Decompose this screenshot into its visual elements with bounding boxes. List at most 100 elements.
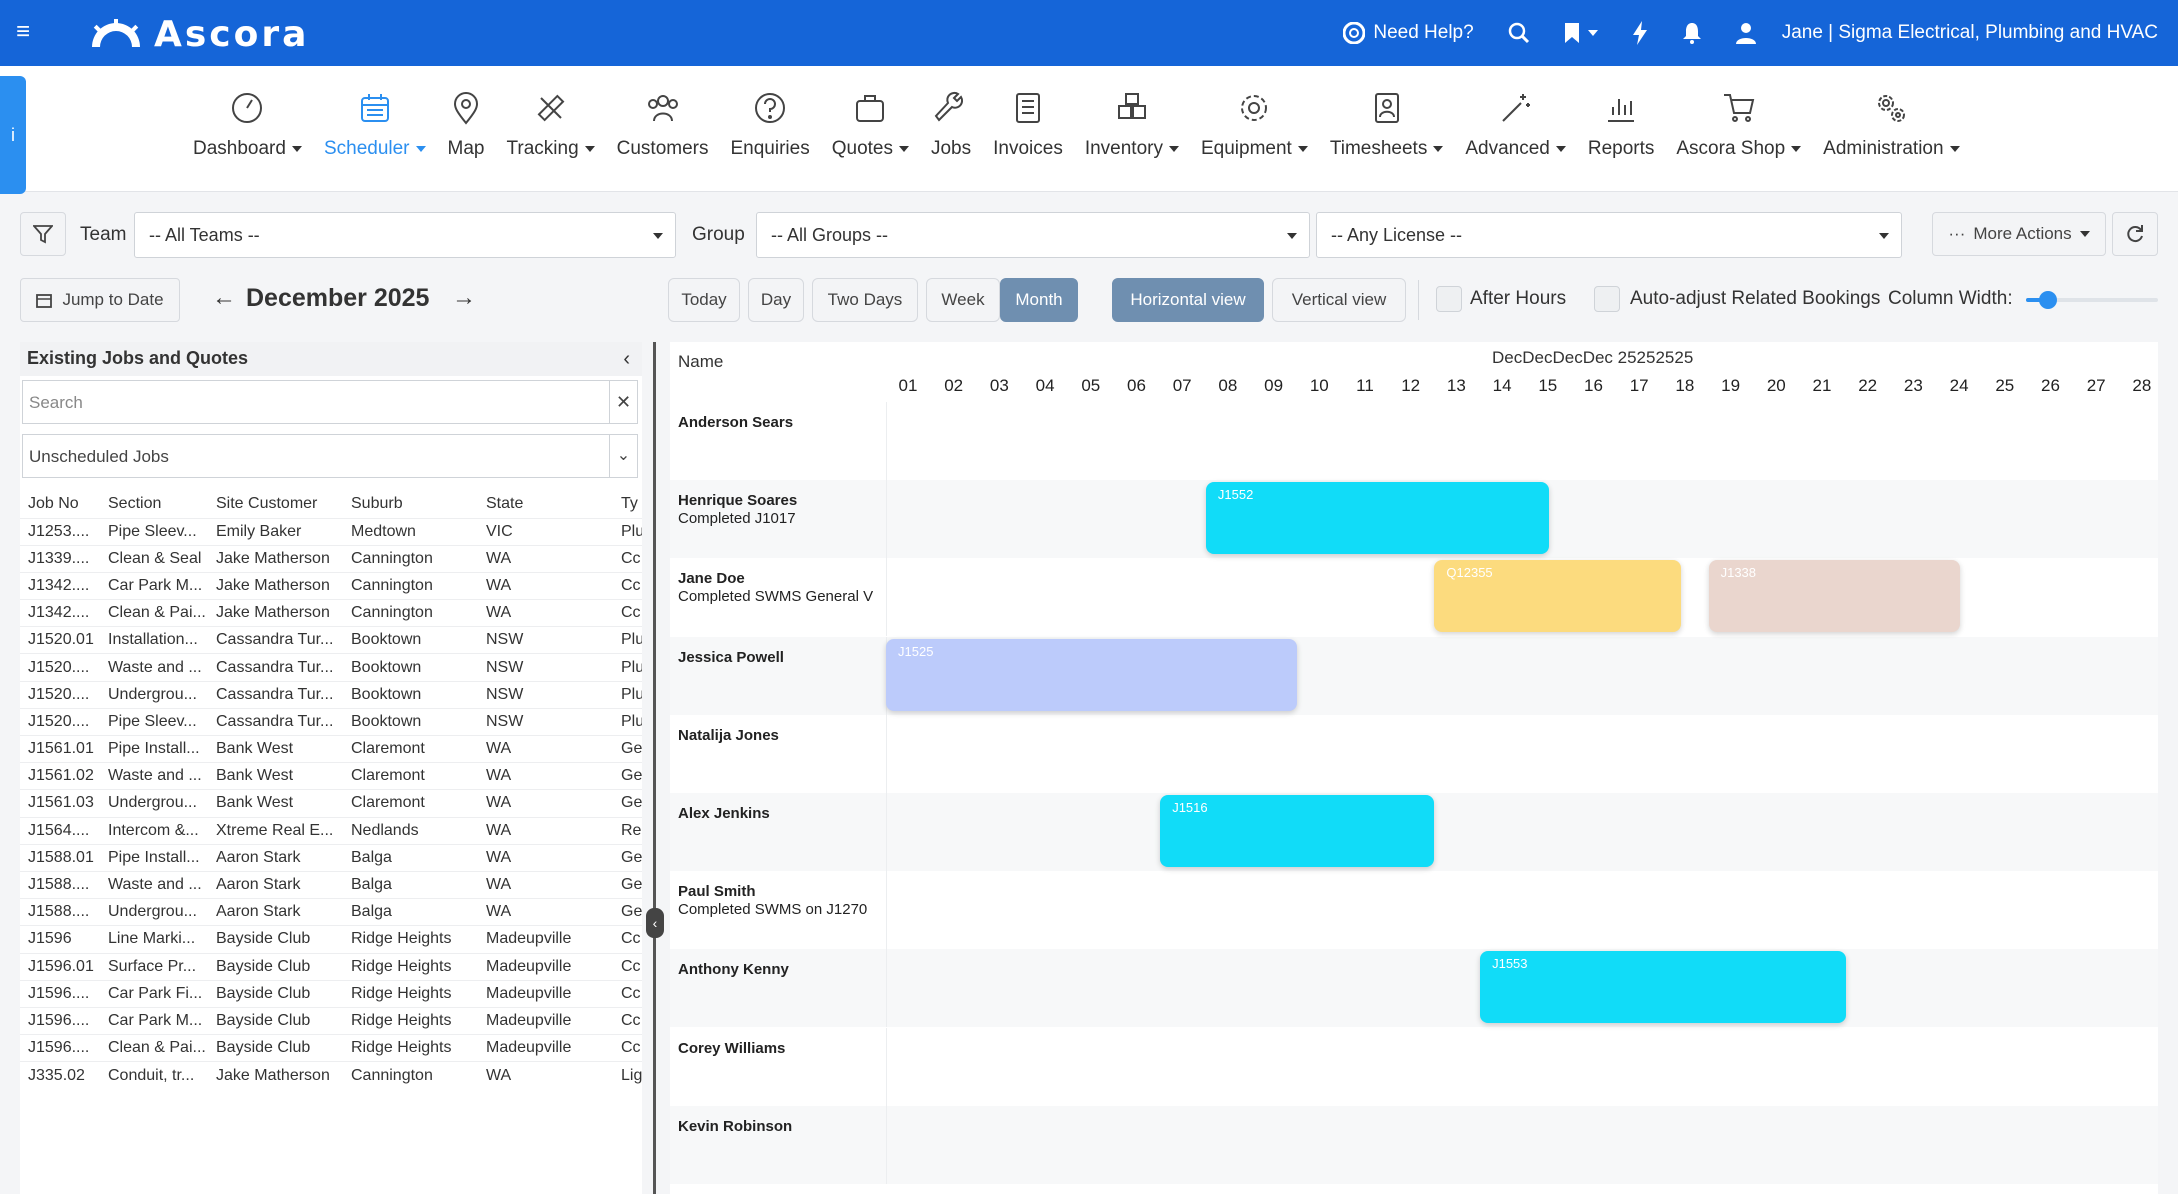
- menu-administration[interactable]: Administration: [1812, 90, 1970, 160]
- menu-map[interactable]: Map: [437, 90, 496, 160]
- menu-quotes[interactable]: Quotes: [821, 90, 920, 160]
- staff-row[interactable]: Paul Smith Completed SWMS on J1270: [670, 871, 2158, 950]
- booking-bar[interactable]: J1525: [886, 638, 1298, 711]
- column-header[interactable]: Section: [108, 494, 162, 512]
- column-width-slider[interactable]: [2026, 291, 2158, 309]
- more-actions-button[interactable]: ··· More Actions: [1932, 212, 2106, 256]
- jobs-filter-select[interactable]: Unscheduled Jobs ⌄: [22, 434, 638, 478]
- staff-row[interactable]: Kevin Robinson: [670, 1105, 2158, 1184]
- menu-reports[interactable]: Reports: [1577, 90, 1666, 160]
- menu-enquiries[interactable]: Enquiries: [720, 90, 821, 160]
- column-header[interactable]: Site Customer: [216, 494, 318, 512]
- table-row[interactable]: J1588.01 Pipe Install... Aaron Stark Balga W…: [20, 843, 642, 872]
- table-row[interactable]: J1342.... Clean & Pai... Jake Matherson Can…: [20, 599, 642, 627]
- menu-scheduler[interactable]: Scheduler: [313, 90, 437, 160]
- boxes-icon: [1114, 90, 1150, 126]
- menu-dashboard[interactable]: Dashboard: [182, 90, 313, 160]
- staff-row[interactable]: Natalija Jones: [670, 714, 2158, 793]
- table-cell: Line Marki...: [100, 925, 208, 953]
- filter-button[interactable]: [20, 212, 66, 256]
- horizontal-view-button[interactable]: Horizontal view: [1112, 278, 1264, 322]
- column-header[interactable]: Suburb: [351, 494, 403, 512]
- table-row[interactable]: J1564.... Intercom &... Xtreme Real E... Ne…: [20, 816, 642, 845]
- booking-bar[interactable]: J1553: [1480, 951, 1846, 1024]
- dashboard-icon: [229, 90, 265, 126]
- table-row[interactable]: J1339.... Clean & Seal Jake Matherson Canni…: [20, 544, 642, 573]
- menu-ascora-shop[interactable]: Ascora Shop: [1665, 90, 1812, 160]
- table-row[interactable]: J1596.01 Surface Pr... Bayside Club Ridge H…: [20, 952, 642, 981]
- table-row[interactable]: J1561.02 Waste and ... Bank West Claremont W…: [20, 762, 642, 790]
- table-row[interactable]: J1588.... Undergrou... Aaron Stark Balga WA G…: [20, 898, 642, 926]
- table-row[interactable]: J335.02 Conduit, tr... Jake Matherson Canni…: [20, 1061, 642, 1089]
- group-select[interactable]: -- All Groups --: [756, 212, 1310, 258]
- menu-advanced[interactable]: Advanced: [1454, 90, 1577, 160]
- splitter-chevron-icon[interactable]: ‹: [646, 908, 664, 938]
- table-cell: Ge: [613, 789, 642, 818]
- table-row[interactable]: J1596.... Clean & Pai... Bayside Club Ridge…: [20, 1034, 642, 1062]
- clear-search-icon[interactable]: ✕: [609, 381, 637, 423]
- auto-adjust-checkbox[interactable]: [1594, 286, 1620, 312]
- menu-tracking[interactable]: Tracking: [495, 90, 605, 160]
- staff-row[interactable]: Corey Williams: [670, 1027, 2158, 1106]
- license-select[interactable]: -- Any License --: [1316, 212, 1902, 258]
- info-side-tab[interactable]: i: [0, 76, 26, 194]
- table-row[interactable]: J1342.... Car Park M... Jake Matherson Cann…: [20, 571, 642, 600]
- jobs-search-input[interactable]: Search ✕: [22, 380, 638, 424]
- table-row[interactable]: J1253.... Pipe Sleev... Emily Baker Medtown…: [20, 517, 642, 546]
- collapse-panel-icon[interactable]: ‹: [623, 348, 630, 370]
- next-month-arrow-icon[interactable]: →: [452, 284, 476, 311]
- booking-bar[interactable]: Q12355: [1434, 560, 1682, 633]
- menu-invoices[interactable]: Invoices: [982, 90, 1074, 160]
- menu-customers[interactable]: Customers: [606, 90, 720, 160]
- month-view-button[interactable]: Month: [1000, 278, 1078, 322]
- table-row[interactable]: J1588.... Waste and ... Aaron Stark Balga WA…: [20, 870, 642, 899]
- table-cell: Car Park M...: [100, 571, 208, 600]
- after-hours-checkbox[interactable]: [1436, 286, 1462, 312]
- menu-timesheets[interactable]: Timesheets: [1319, 90, 1455, 160]
- need-help-link[interactable]: Need Help?: [1343, 22, 1474, 44]
- user-menu[interactable]: Jane | Sigma Electrical, Plumbing and HV…: [1735, 22, 2158, 44]
- quick-actions-button[interactable]: [1632, 21, 1648, 45]
- table-row[interactable]: J1520.... Pipe Sleev... Cassandra Tur... Bo…: [20, 707, 642, 736]
- panel-splitter[interactable]: [653, 342, 656, 1194]
- two-days-view-button[interactable]: Two Days: [812, 278, 918, 322]
- bookmark-icon: [1564, 23, 1579, 43]
- team-select[interactable]: -- All Teams --: [134, 212, 676, 258]
- table-row[interactable]: J1561.03 Undergrou... Bank West Claremont WA…: [20, 789, 642, 818]
- table-row[interactable]: J1596 Line Marki... Bayside Club Ridge Heig…: [20, 925, 642, 953]
- day-view-button[interactable]: Day: [748, 278, 804, 322]
- column-header[interactable]: Job No: [28, 494, 79, 512]
- booking-bar[interactable]: J1552: [1205, 482, 1549, 555]
- jump-to-date-button[interactable]: Jump to Date: [20, 278, 180, 322]
- refresh-button[interactable]: [2112, 212, 2158, 256]
- search-button[interactable]: [1508, 22, 1530, 44]
- chevron-down-icon: [653, 233, 663, 239]
- ascora-logo[interactable]: Ascora: [88, 14, 309, 55]
- day-header: 15: [1538, 376, 1558, 395]
- menu-jobs[interactable]: Jobs: [920, 90, 982, 160]
- booking-bar[interactable]: J1338: [1708, 560, 1960, 633]
- menu-equipment[interactable]: Equipment: [1190, 90, 1319, 160]
- hamburger-menu-icon[interactable]: ≡: [16, 18, 31, 45]
- booking-bar[interactable]: J1516: [1160, 795, 1435, 867]
- table-row[interactable]: J1596.... Car Park M... Bayside Club Ridge …: [20, 1006, 642, 1035]
- previous-month-arrow-icon[interactable]: ←: [212, 284, 236, 311]
- question-icon: [752, 90, 788, 126]
- column-header[interactable]: Ty: [621, 494, 638, 512]
- table-row[interactable]: J1520.... Waste and ... Cassandra Tur... Bo…: [20, 653, 642, 682]
- notifications-button[interactable]: [1682, 22, 1702, 44]
- bookmark-button[interactable]: [1564, 22, 1598, 44]
- column-header[interactable]: State: [486, 494, 524, 512]
- table-row[interactable]: J1520.01 Installation... Cassandra Tur... B…: [20, 626, 642, 654]
- staff-row[interactable]: Anderson Sears: [670, 402, 2158, 480]
- slider-handle[interactable]: [2039, 291, 2058, 309]
- week-view-button[interactable]: Week: [926, 278, 1000, 322]
- staff-row[interactable]: Anthony Kenny: [670, 949, 2158, 1028]
- staff-row[interactable]: Jane Doe Completed SWMS General V: [670, 558, 2158, 637]
- vertical-view-button[interactable]: Vertical view: [1272, 278, 1406, 322]
- menu-inventory[interactable]: Inventory: [1074, 90, 1190, 160]
- table-row[interactable]: J1561.01 Pipe Install... Bank West Claremon…: [20, 734, 642, 763]
- table-row[interactable]: J1520.... Undergrou... Cassandra Tur... Boo…: [20, 680, 642, 709]
- today-button[interactable]: Today: [668, 278, 740, 322]
- table-row[interactable]: J1596.... Car Park Fi... Bayside Club Ridge…: [20, 979, 642, 1008]
